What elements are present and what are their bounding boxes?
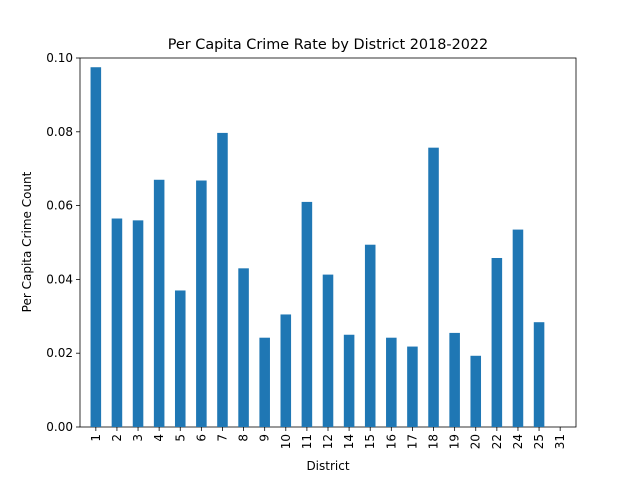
y-tick-label: 0.08 xyxy=(46,125,73,139)
x-tick-label: 31 xyxy=(553,434,567,449)
y-tick-label: 0.10 xyxy=(46,51,73,65)
bar-district-20 xyxy=(470,355,482,427)
x-tick-label: 20 xyxy=(469,434,483,449)
y-tick-label: 0.02 xyxy=(46,346,73,360)
bar-district-11 xyxy=(301,201,313,427)
bar-district-4 xyxy=(153,179,165,427)
bar-district-16 xyxy=(386,337,397,427)
x-axis-label: District xyxy=(306,459,349,473)
bar-district-14 xyxy=(343,334,355,427)
x-tick-label: 25 xyxy=(532,434,546,449)
x-tick-label: 7 xyxy=(215,434,229,442)
bar-district-10 xyxy=(280,314,292,427)
x-tick-label: 8 xyxy=(237,434,251,442)
x-tick-label: 10 xyxy=(279,434,293,449)
x-tick-label: 15 xyxy=(363,434,377,449)
bar-district-22 xyxy=(491,257,503,427)
x-tick-label: 9 xyxy=(258,434,272,442)
bar-district-2 xyxy=(111,218,123,427)
y-axis-label: Per Capita Crime Count xyxy=(20,171,34,312)
bar-district-17 xyxy=(407,346,418,427)
x-tick-label: 2 xyxy=(110,434,124,442)
bar-district-24 xyxy=(512,229,524,427)
bar-district-12 xyxy=(322,274,334,427)
x-tick-label: 3 xyxy=(131,434,145,442)
x-tick-label: 17 xyxy=(405,434,419,449)
x-tick-label: 22 xyxy=(490,434,504,449)
bar-district-9 xyxy=(259,337,270,427)
x-axis: 1 2 3 4 5 6 7 8 9 10 11 12 14 15 16 17 18 19 20 22 24 25 31 xyxy=(89,427,567,449)
bar-district-15 xyxy=(364,244,376,427)
x-tick-label: 19 xyxy=(448,434,462,449)
x-tick-label: 16 xyxy=(384,434,398,449)
bar-district-6 xyxy=(196,180,207,427)
y-tick-label: 0.00 xyxy=(46,420,73,434)
x-tick-label: 4 xyxy=(152,434,166,442)
y-axis: 0.00 0.02 0.04 0.06 0.08 0.10 xyxy=(46,51,80,434)
x-tick-label: 5 xyxy=(173,434,187,442)
y-tick-label: 0.06 xyxy=(46,199,73,213)
x-tick-label: 11 xyxy=(300,434,314,449)
x-tick-label: 12 xyxy=(321,434,335,449)
bars-group xyxy=(90,67,545,428)
x-tick-label: 1 xyxy=(89,434,103,442)
x-tick-label: 24 xyxy=(511,434,525,449)
bar-district-3 xyxy=(132,220,144,427)
bar-district-7 xyxy=(217,132,228,428)
bar-district-1 xyxy=(90,67,102,427)
chart-title: Per Capita Crime Rate by District 2018-2… xyxy=(168,37,488,53)
bar-district-8 xyxy=(238,268,249,427)
bar-district-19 xyxy=(449,332,460,427)
x-tick-label: 14 xyxy=(342,434,356,449)
bar-district-25 xyxy=(533,322,545,427)
x-tick-label: 18 xyxy=(427,434,441,449)
bar-district-18 xyxy=(428,147,439,428)
y-tick-label: 0.04 xyxy=(46,272,73,286)
bar-district-5 xyxy=(174,290,186,427)
x-tick-label: 6 xyxy=(194,434,208,442)
